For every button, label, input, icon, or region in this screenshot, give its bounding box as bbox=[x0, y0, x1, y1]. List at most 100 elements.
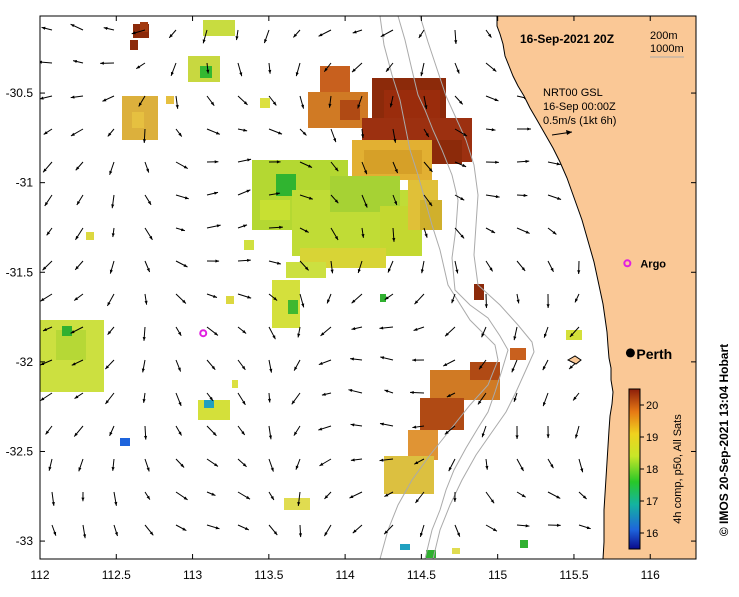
current-arrow bbox=[297, 327, 300, 337]
isobath-legend-1000: 1000m bbox=[650, 43, 684, 55]
current-arrow bbox=[52, 525, 56, 536]
sst-patch bbox=[200, 66, 212, 78]
current-arrow bbox=[299, 525, 302, 537]
current-arrow bbox=[410, 391, 424, 394]
current-arrow bbox=[300, 96, 304, 109]
sst-patch bbox=[470, 362, 500, 380]
current-arrow bbox=[207, 192, 218, 195]
colorbar-tick-label: 17 bbox=[646, 496, 658, 508]
current-arrow bbox=[543, 393, 548, 406]
current-arrow bbox=[455, 195, 464, 200]
current-arrow bbox=[176, 459, 184, 467]
current-arrow bbox=[300, 294, 304, 307]
current-arrow bbox=[44, 129, 52, 134]
current-arrow bbox=[573, 393, 579, 400]
current-arrow bbox=[319, 360, 331, 365]
current-arrow bbox=[108, 327, 114, 335]
current-arrow bbox=[207, 129, 220, 134]
current-arrow bbox=[352, 294, 362, 303]
x-tick-label: 112.5 bbox=[102, 568, 131, 582]
current-arrow bbox=[136, 63, 145, 69]
current-arrow bbox=[486, 30, 491, 38]
current-arrow bbox=[268, 63, 271, 74]
current-arrow bbox=[548, 162, 560, 165]
current-arrow bbox=[41, 294, 52, 301]
current-arrow bbox=[485, 459, 488, 470]
current-arrow bbox=[379, 326, 393, 329]
sst-patch bbox=[408, 430, 438, 460]
current-arrow bbox=[547, 426, 550, 438]
colorbar-tick-label: 18 bbox=[646, 464, 658, 476]
sst-patch bbox=[203, 20, 235, 36]
current-arrow bbox=[111, 195, 114, 208]
current-arrow bbox=[75, 261, 83, 270]
y-tick-label: -32.5 bbox=[6, 444, 34, 458]
current-arrow bbox=[110, 261, 114, 274]
current-arrow bbox=[176, 360, 181, 372]
current-arrow bbox=[547, 294, 550, 308]
current-arrow bbox=[109, 162, 114, 175]
sst-patch bbox=[420, 398, 464, 430]
current-arrow bbox=[443, 360, 455, 366]
x-tick-label: 113 bbox=[183, 568, 202, 582]
current-arrow bbox=[207, 525, 220, 529]
current-arrow bbox=[544, 327, 548, 338]
current-arrow bbox=[207, 224, 221, 228]
current-arrow bbox=[324, 492, 331, 499]
model-time-label: 16-Sep 00:00Z bbox=[543, 101, 616, 113]
current-arrow bbox=[207, 360, 215, 370]
current-arrow bbox=[451, 294, 455, 303]
current-arrow bbox=[268, 393, 271, 403]
current-arrow bbox=[486, 195, 500, 198]
sst-patch bbox=[284, 498, 310, 510]
current-arrow bbox=[515, 426, 518, 439]
current-arrow bbox=[207, 426, 216, 436]
current-arrow bbox=[327, 294, 331, 303]
current-arrow bbox=[238, 492, 250, 499]
sst-patch bbox=[384, 456, 434, 494]
current-arrow bbox=[145, 195, 151, 205]
current-arrow bbox=[207, 294, 217, 298]
current-arrow bbox=[145, 459, 150, 471]
current-arrow bbox=[207, 96, 214, 106]
current-arrow bbox=[77, 195, 83, 205]
current-arrow bbox=[264, 30, 269, 43]
colorbar-tick-label: 19 bbox=[646, 432, 658, 444]
sst-patch bbox=[566, 330, 582, 340]
current-arrow bbox=[482, 426, 486, 437]
current-arrow bbox=[145, 294, 148, 305]
current-arrow bbox=[112, 459, 115, 471]
current-arrow bbox=[579, 492, 587, 499]
current-arrow bbox=[575, 426, 579, 438]
current-arrow bbox=[351, 327, 362, 330]
sst-patches bbox=[40, 20, 582, 558]
current-arrow bbox=[169, 30, 176, 38]
current-arrow bbox=[145, 162, 149, 173]
colorbar-tick-label: 20 bbox=[646, 400, 658, 412]
current-arrow bbox=[517, 160, 529, 163]
current-arrow bbox=[455, 63, 459, 74]
sst-patch bbox=[204, 400, 214, 408]
current-arrow bbox=[176, 327, 181, 336]
current-arrow bbox=[238, 459, 247, 467]
current-arrow bbox=[486, 228, 495, 233]
current-arrow bbox=[420, 525, 424, 537]
current-arrow bbox=[486, 525, 497, 531]
current-arrow bbox=[352, 63, 362, 72]
current-arrow bbox=[238, 360, 245, 370]
current-arrow bbox=[548, 492, 560, 498]
sst-patch bbox=[86, 232, 94, 240]
current-arrow bbox=[421, 261, 424, 273]
current-arrow bbox=[238, 426, 245, 435]
current-arrow bbox=[486, 261, 493, 271]
current-arrow bbox=[71, 24, 83, 30]
current-arrow bbox=[238, 63, 242, 76]
current-arrow bbox=[142, 360, 145, 372]
current-arrow bbox=[74, 294, 83, 301]
current-arrow bbox=[143, 327, 146, 341]
current-arrow bbox=[548, 195, 561, 200]
current-arrow bbox=[176, 426, 182, 435]
current-arrow bbox=[349, 492, 362, 498]
current-arrow bbox=[517, 492, 526, 497]
current-arrow bbox=[45, 195, 52, 206]
